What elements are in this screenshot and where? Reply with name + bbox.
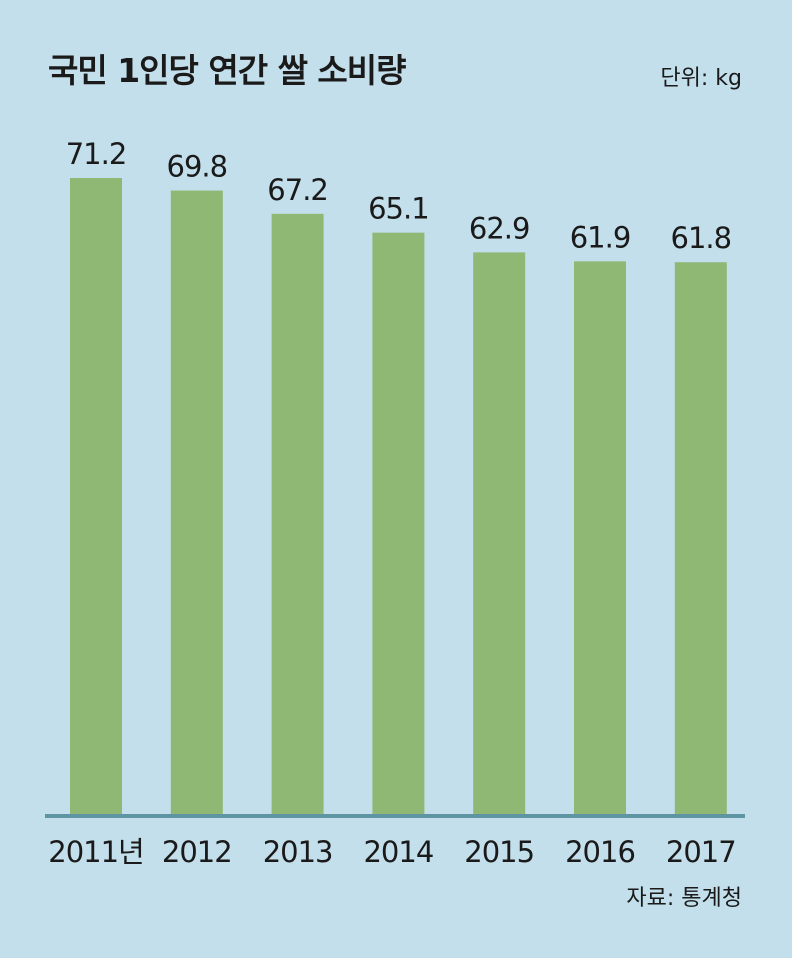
x-tick-label-2017: 2017 (666, 835, 736, 869)
unit-label: 단위: kg (660, 66, 742, 91)
value-label-2014: 65.1 (368, 192, 429, 226)
x-tick-label-2015: 2015 (464, 835, 534, 869)
bar-2016 (574, 261, 626, 817)
bar-2013 (271, 213, 324, 816)
value-label-2016: 61.9 (570, 220, 631, 254)
value-label-2013: 67.2 (267, 173, 328, 207)
x-tick-label-2012: 2012 (162, 835, 232, 869)
value-label-2011년: 71.2 (66, 137, 127, 171)
bar-2017 (674, 262, 727, 816)
bar-2014 (372, 232, 425, 817)
value-label-2012: 69.8 (167, 150, 228, 184)
value-label-2017: 61.8 (671, 221, 732, 255)
x-tick-labels-group: 2011년 2012 2013 2014 2015 2016 2017 (48, 835, 736, 869)
bar-2012 (170, 190, 223, 817)
value-label-2015: 62.9 (469, 211, 530, 245)
chart-title: 국민 1인당 연간 쌀 소비량 (48, 51, 407, 90)
source-note: 자료: 통계청 (626, 886, 742, 911)
x-tick-label-2016: 2016 (565, 835, 635, 869)
value-labels-group: 71.2 69.8 67.2 65.1 62.9 61.9 61.8 (66, 137, 732, 255)
bars-group (70, 178, 727, 817)
x-tick-label-2011년: 2011년 (48, 835, 143, 869)
x-tick-label-2013: 2013 (263, 835, 333, 869)
bar-2015 (473, 252, 526, 816)
bar-2011년 (70, 178, 122, 816)
x-tick-label-2014: 2014 (363, 835, 433, 869)
